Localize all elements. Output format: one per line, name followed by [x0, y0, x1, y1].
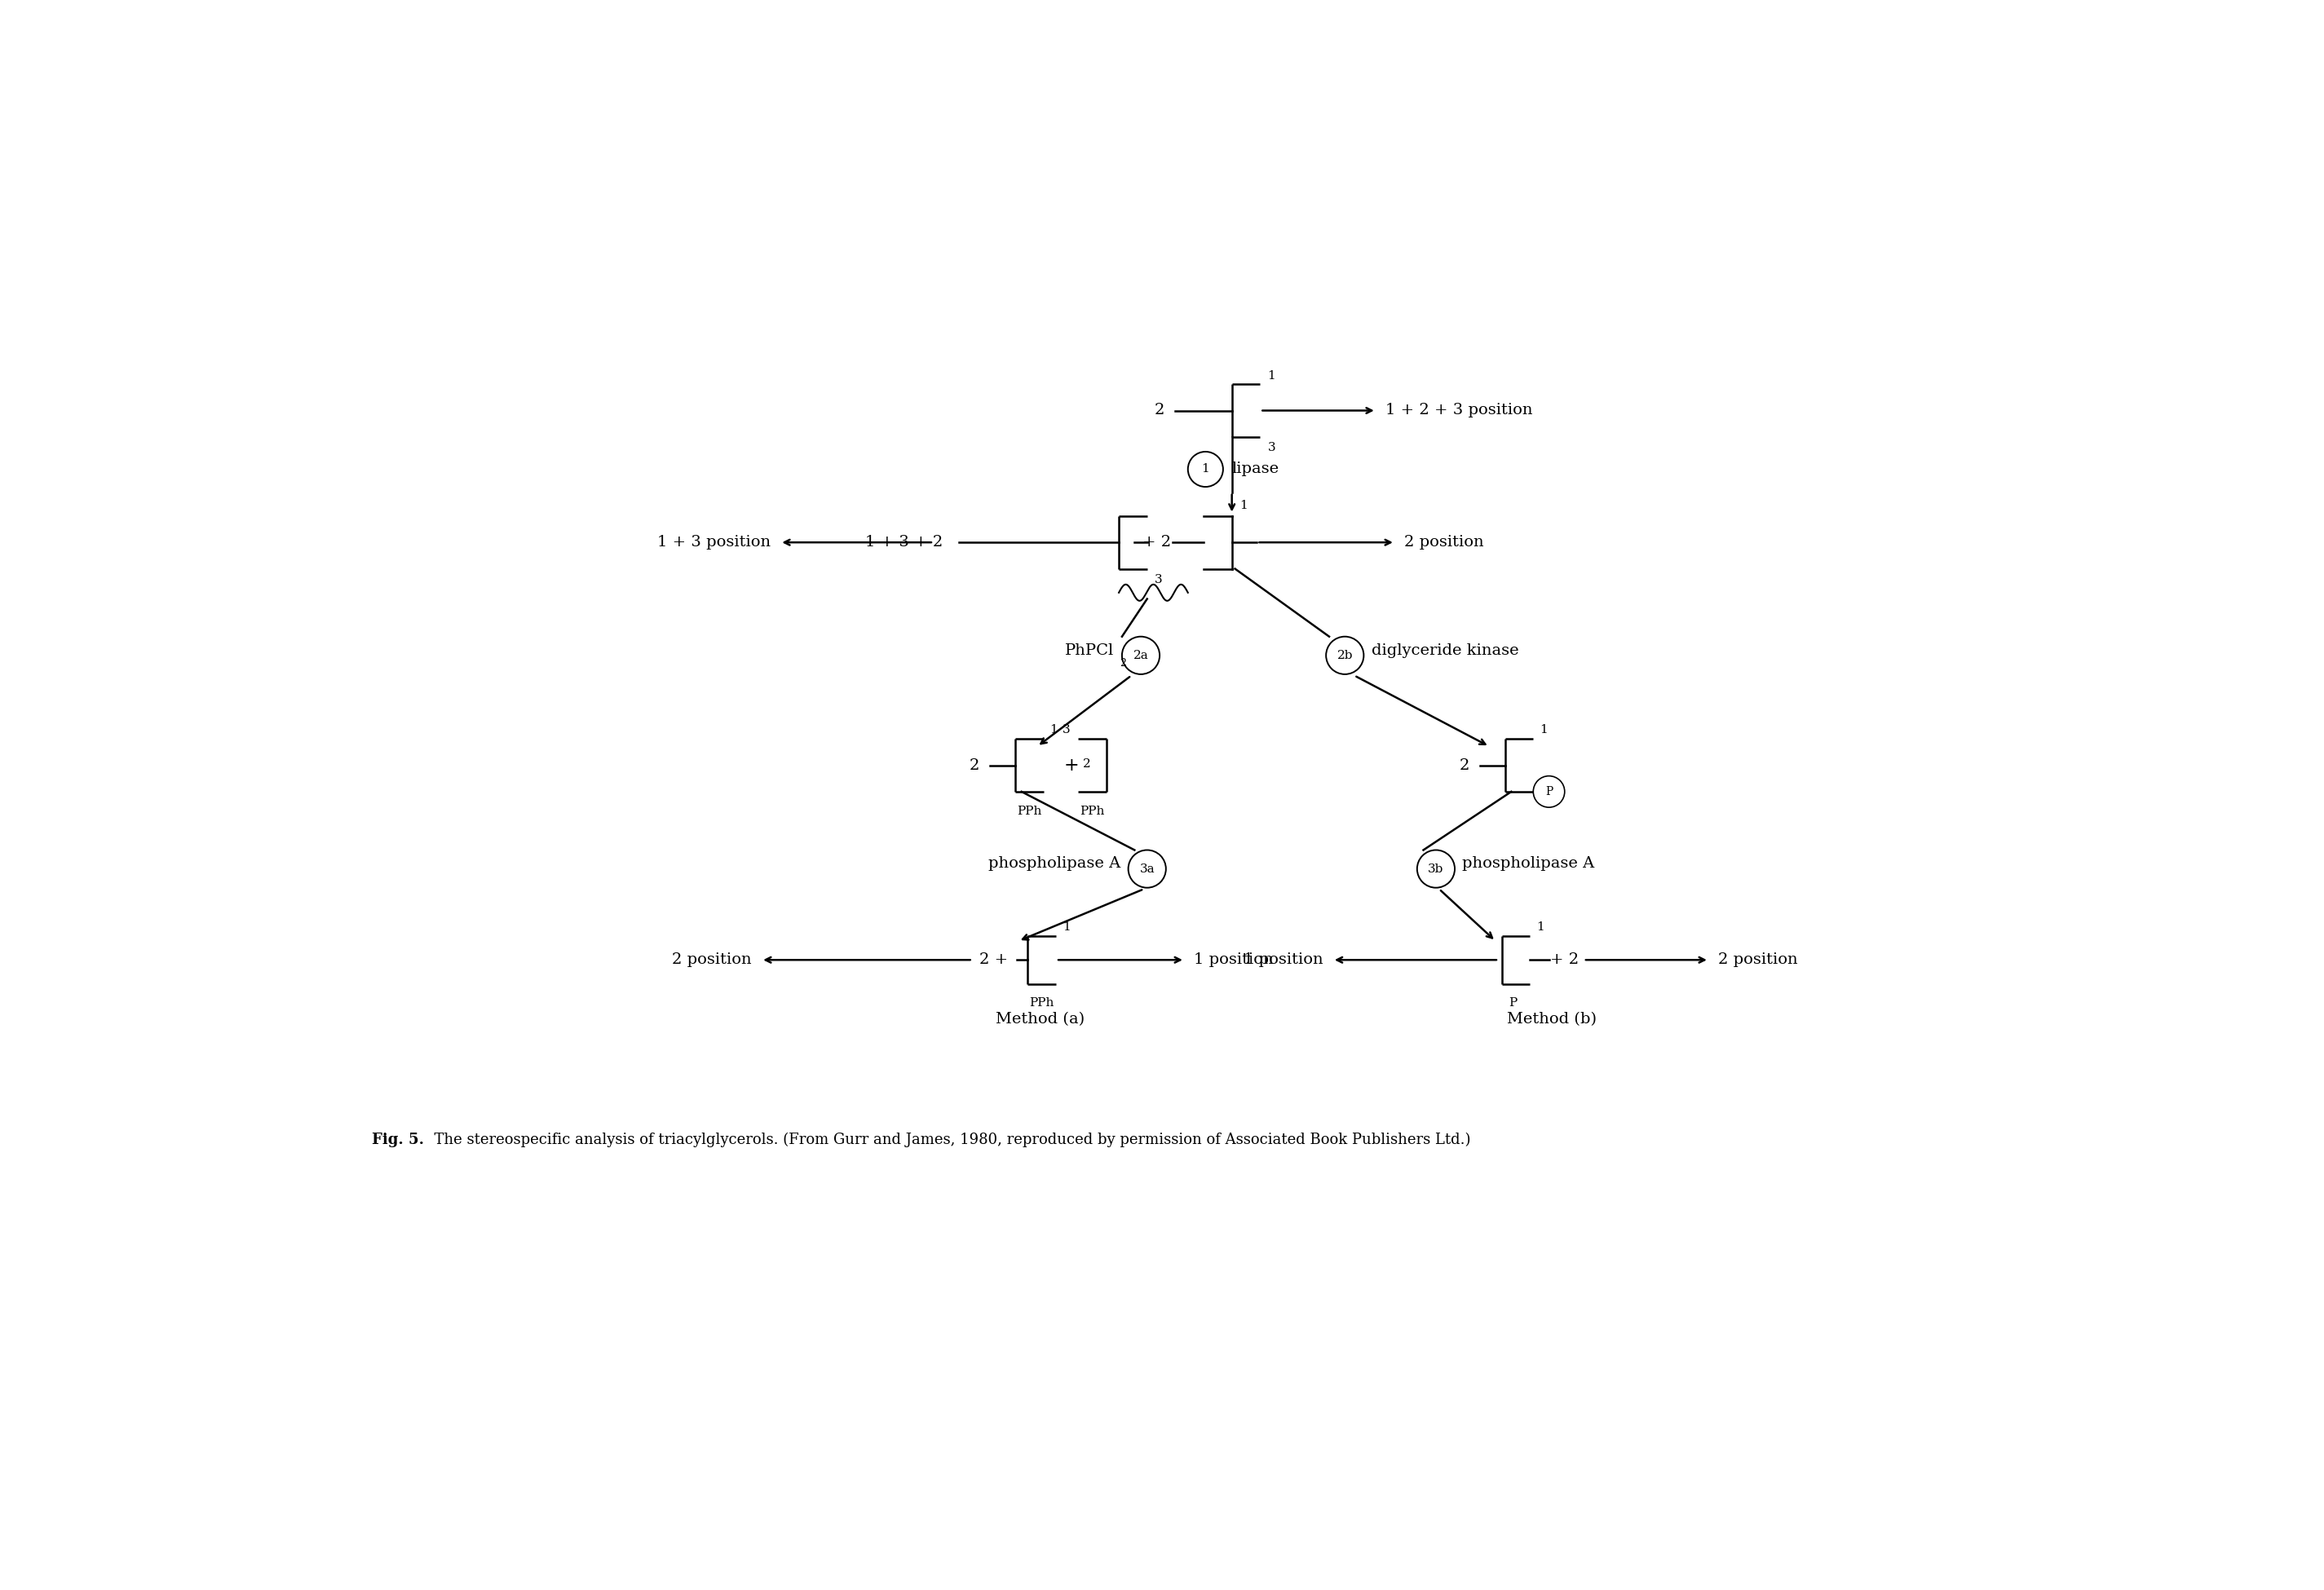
Text: phospholipase A: phospholipase A — [988, 857, 1120, 871]
Text: 3: 3 — [1062, 725, 1071, 736]
Text: + 2: + 2 — [1550, 952, 1578, 967]
Text: PPh: PPh — [1081, 806, 1104, 817]
Text: 2 position: 2 position — [672, 952, 751, 967]
Text: P: P — [1508, 997, 1518, 1010]
Text: 3: 3 — [1155, 574, 1162, 585]
Text: diglyceride kinase: diglyceride kinase — [1371, 642, 1518, 658]
Text: 2 +: 2 + — [978, 952, 1009, 967]
Text: 2b: 2b — [1336, 650, 1353, 661]
Text: + 2: + 2 — [1141, 536, 1171, 550]
Text: phospholipase A: phospholipase A — [1462, 857, 1594, 871]
Text: 1: 1 — [1239, 499, 1248, 510]
Text: 2: 2 — [1083, 758, 1090, 770]
Text: 1: 1 — [1062, 922, 1071, 933]
Text: 1 position: 1 position — [1195, 952, 1274, 967]
Text: 3: 3 — [1267, 442, 1276, 453]
Text: 1: 1 — [1202, 464, 1208, 475]
Text: Fig. 5.: Fig. 5. — [372, 1132, 423, 1148]
Text: PPh: PPh — [1018, 806, 1041, 817]
Text: 2a: 2a — [1134, 650, 1148, 661]
Text: The stereospecific analysis of triacylglycerols. (From Gurr and James, 1980, rep: The stereospecific analysis of triacylgl… — [425, 1132, 1471, 1148]
Text: 2 position: 2 position — [1717, 952, 1799, 967]
Text: 2: 2 — [1120, 658, 1125, 669]
Text: 2: 2 — [1459, 758, 1469, 773]
Text: 1 + 2 + 3 position: 1 + 2 + 3 position — [1385, 404, 1534, 418]
Text: Method (b): Method (b) — [1508, 1013, 1597, 1027]
Text: 3b: 3b — [1427, 863, 1443, 875]
Text: 1: 1 — [1538, 725, 1548, 736]
Text: 1 + 3 + 2: 1 + 3 + 2 — [865, 536, 944, 550]
Text: 1: 1 — [1050, 725, 1057, 736]
Text: Method (a): Method (a) — [997, 1013, 1085, 1027]
Text: 1: 1 — [1267, 370, 1276, 382]
Text: lipase: lipase — [1232, 463, 1278, 477]
Text: 2 position: 2 position — [1404, 536, 1485, 550]
Text: +: + — [1064, 757, 1078, 774]
Text: 2: 2 — [969, 758, 978, 773]
Text: 1 + 3 position: 1 + 3 position — [658, 536, 769, 550]
Text: 1 position: 1 position — [1243, 952, 1322, 967]
Text: 2: 2 — [1155, 404, 1164, 418]
Text: 1: 1 — [1536, 922, 1545, 933]
Text: P: P — [1545, 785, 1552, 797]
Text: PhPCl: PhPCl — [1064, 642, 1116, 658]
Text: 3a: 3a — [1139, 863, 1155, 875]
Text: PPh: PPh — [1030, 997, 1055, 1010]
